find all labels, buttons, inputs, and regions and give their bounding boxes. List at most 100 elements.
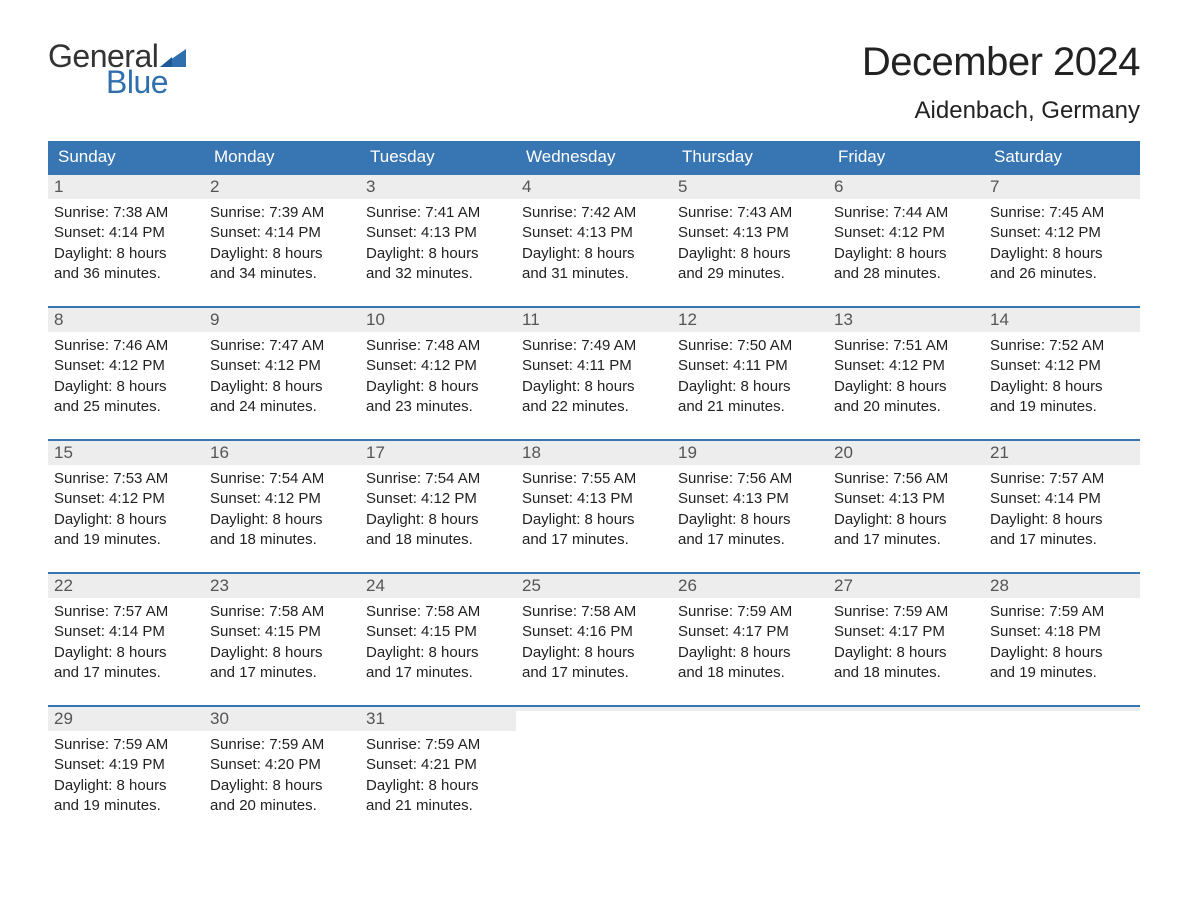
sunrise-line: Sunrise: 7:55 AM bbox=[522, 469, 666, 489]
daylight-line-2: and 17 minutes. bbox=[54, 663, 198, 683]
day-body: Sunrise: 7:58 AMSunset: 4:15 PMDaylight:… bbox=[204, 598, 360, 687]
sunset-line: Sunset: 4:17 PM bbox=[834, 622, 978, 642]
daynum-strip: 29 bbox=[48, 707, 204, 731]
day-number: 18 bbox=[522, 443, 541, 462]
dow-cell: Thursday bbox=[672, 141, 828, 173]
day-body: Sunrise: 7:54 AMSunset: 4:12 PMDaylight:… bbox=[204, 465, 360, 554]
sunrise-line: Sunrise: 7:57 AM bbox=[54, 602, 198, 622]
daylight-line-1: Daylight: 8 hours bbox=[366, 510, 510, 530]
day-cell: 15Sunrise: 7:53 AMSunset: 4:12 PMDayligh… bbox=[48, 441, 204, 554]
day-number: 12 bbox=[678, 310, 697, 329]
daylight-line-1: Daylight: 8 hours bbox=[834, 244, 978, 264]
sunrise-line: Sunrise: 7:59 AM bbox=[834, 602, 978, 622]
sunset-line: Sunset: 4:12 PM bbox=[210, 489, 354, 509]
day-number: 11 bbox=[522, 310, 540, 329]
sunrise-line: Sunrise: 7:47 AM bbox=[210, 336, 354, 356]
day-cell: 19Sunrise: 7:56 AMSunset: 4:13 PMDayligh… bbox=[672, 441, 828, 554]
daynum-strip: 22 bbox=[48, 574, 204, 598]
daylight-line-1: Daylight: 8 hours bbox=[522, 244, 666, 264]
day-cell: 2Sunrise: 7:39 AMSunset: 4:14 PMDaylight… bbox=[204, 175, 360, 288]
sunset-line: Sunset: 4:15 PM bbox=[366, 622, 510, 642]
daylight-line-2: and 34 minutes. bbox=[210, 264, 354, 284]
day-cell: 16 Sunrise: 7:54 AMSunset: 4:12 PMDayligh… bbox=[204, 441, 360, 554]
daynum-strip: 25 bbox=[516, 574, 672, 598]
calendar: SundayMondayTuesdayWednesdayThursdayFrid… bbox=[48, 141, 1140, 820]
day-cell: 10Sunrise: 7:48 AMSunset: 4:12 PMDayligh… bbox=[360, 308, 516, 421]
day-cell: 8Sunrise: 7:46 AMSunset: 4:12 PMDaylight… bbox=[48, 308, 204, 421]
day-cell: 3Sunrise: 7:41 AMSunset: 4:13 PMDaylight… bbox=[360, 175, 516, 288]
daylight-line-1: Daylight: 8 hours bbox=[990, 244, 1134, 264]
daynum-strip: 5 bbox=[672, 175, 828, 199]
day-cell: 26Sunrise: 7:59 AMSunset: 4:17 PMDayligh… bbox=[672, 574, 828, 687]
sunrise-line: Sunrise: 7:48 AM bbox=[366, 336, 510, 356]
day-body: Sunrise: 7:59 AMSunset: 4:20 PMDaylight:… bbox=[204, 731, 360, 820]
sunset-line: Sunset: 4:13 PM bbox=[834, 489, 978, 509]
day-cell: 21Sunrise: 7:57 AMSunset: 4:14 PMDayligh… bbox=[984, 441, 1140, 554]
daynum-strip: 10 bbox=[360, 308, 516, 332]
sunrise-line: Sunrise: 7:50 AM bbox=[678, 336, 822, 356]
day-cell: 11 Sunrise: 7:49 AMSunset: 4:11 PMDayligh… bbox=[516, 308, 672, 421]
sunset-line: Sunset: 4:14 PM bbox=[210, 223, 354, 243]
sunrise-line: Sunrise: 7:59 AM bbox=[366, 735, 510, 755]
daylight-line-1: Daylight: 8 hours bbox=[54, 244, 198, 264]
day-number: 20 bbox=[834, 443, 853, 462]
day-number: 14 bbox=[990, 310, 1009, 329]
day-number: 7 bbox=[990, 177, 999, 196]
daylight-line-1: Daylight: 8 hours bbox=[366, 244, 510, 264]
sunset-line: Sunset: 4:19 PM bbox=[54, 755, 198, 775]
sunset-line: Sunset: 4:14 PM bbox=[54, 622, 198, 642]
sunrise-line: Sunrise: 7:51 AM bbox=[834, 336, 978, 356]
sunset-line: Sunset: 4:14 PM bbox=[54, 223, 198, 243]
daylight-line-1: Daylight: 8 hours bbox=[522, 510, 666, 530]
day-body: Sunrise: 7:54 AMSunset: 4:12 PMDaylight:… bbox=[360, 465, 516, 554]
day-body: Sunrise: 7:49 AMSunset: 4:11 PMDaylight:… bbox=[516, 332, 672, 421]
day-number: 16 bbox=[210, 443, 229, 462]
daynum-strip bbox=[828, 707, 984, 711]
sunset-line: Sunset: 4:12 PM bbox=[834, 356, 978, 376]
sunset-line: Sunset: 4:21 PM bbox=[366, 755, 510, 775]
daylight-line-2: and 17 minutes. bbox=[210, 663, 354, 683]
daylight-line-2: and 21 minutes. bbox=[366, 796, 510, 816]
daylight-line-1: Daylight: 8 hours bbox=[54, 643, 198, 663]
day-number: 4 bbox=[522, 177, 531, 196]
sunset-line: Sunset: 4:11 PM bbox=[678, 356, 822, 376]
day-cell: 17Sunrise: 7:54 AMSunset: 4:12 PMDayligh… bbox=[360, 441, 516, 554]
sunset-line: Sunset: 4:20 PM bbox=[210, 755, 354, 775]
sunrise-line: Sunrise: 7:44 AM bbox=[834, 203, 978, 223]
day-body: Sunrise: 7:55 AMSunset: 4:13 PMDaylight:… bbox=[516, 465, 672, 554]
daynum-strip bbox=[516, 707, 672, 711]
day-number: 25 bbox=[522, 576, 541, 595]
daylight-line-2: and 19 minutes. bbox=[54, 796, 198, 816]
daylight-line-1: Daylight: 8 hours bbox=[990, 510, 1134, 530]
daynum-strip: 3 bbox=[360, 175, 516, 199]
sunset-line: Sunset: 4:12 PM bbox=[366, 489, 510, 509]
day-body: Sunrise: 7:57 AMSunset: 4:14 PMDaylight:… bbox=[48, 598, 204, 687]
daylight-line-2: and 20 minutes. bbox=[834, 397, 978, 417]
daylight-line-1: Daylight: 8 hours bbox=[990, 377, 1134, 397]
day-number: 26 bbox=[678, 576, 697, 595]
day-body: Sunrise: 7:41 AMSunset: 4:13 PMDaylight:… bbox=[360, 199, 516, 288]
sunrise-line: Sunrise: 7:49 AM bbox=[522, 336, 666, 356]
day-number: 15 bbox=[54, 443, 73, 462]
daynum-strip: 8 bbox=[48, 308, 204, 332]
sunset-line: Sunset: 4:12 PM bbox=[990, 223, 1134, 243]
daylight-line-1: Daylight: 8 hours bbox=[678, 643, 822, 663]
sunrise-line: Sunrise: 7:58 AM bbox=[210, 602, 354, 622]
sunrise-line: Sunrise: 7:59 AM bbox=[54, 735, 198, 755]
daylight-line-1: Daylight: 8 hours bbox=[678, 510, 822, 530]
sunrise-line: Sunrise: 7:57 AM bbox=[990, 469, 1134, 489]
day-body: Sunrise: 7:56 AMSunset: 4:13 PMDaylight:… bbox=[672, 465, 828, 554]
sunrise-line: Sunrise: 7:56 AM bbox=[834, 469, 978, 489]
day-number: 31 bbox=[366, 709, 385, 728]
daylight-line-2: and 25 minutes. bbox=[54, 397, 198, 417]
day-number: 23 bbox=[210, 576, 229, 595]
day-number: 2 bbox=[210, 177, 219, 196]
daylight-line-1: Daylight: 8 hours bbox=[54, 510, 198, 530]
daylight-line-2: and 17 minutes. bbox=[990, 530, 1134, 550]
dow-cell: Saturday bbox=[984, 141, 1140, 173]
daylight-line-2: and 17 minutes. bbox=[834, 530, 978, 550]
sunrise-line: Sunrise: 7:41 AM bbox=[366, 203, 510, 223]
day-cell: 20Sunrise: 7:56 AMSunset: 4:13 PMDayligh… bbox=[828, 441, 984, 554]
day-body: Sunrise: 7:50 AMSunset: 4:11 PMDaylight:… bbox=[672, 332, 828, 421]
daylight-line-1: Daylight: 8 hours bbox=[678, 244, 822, 264]
